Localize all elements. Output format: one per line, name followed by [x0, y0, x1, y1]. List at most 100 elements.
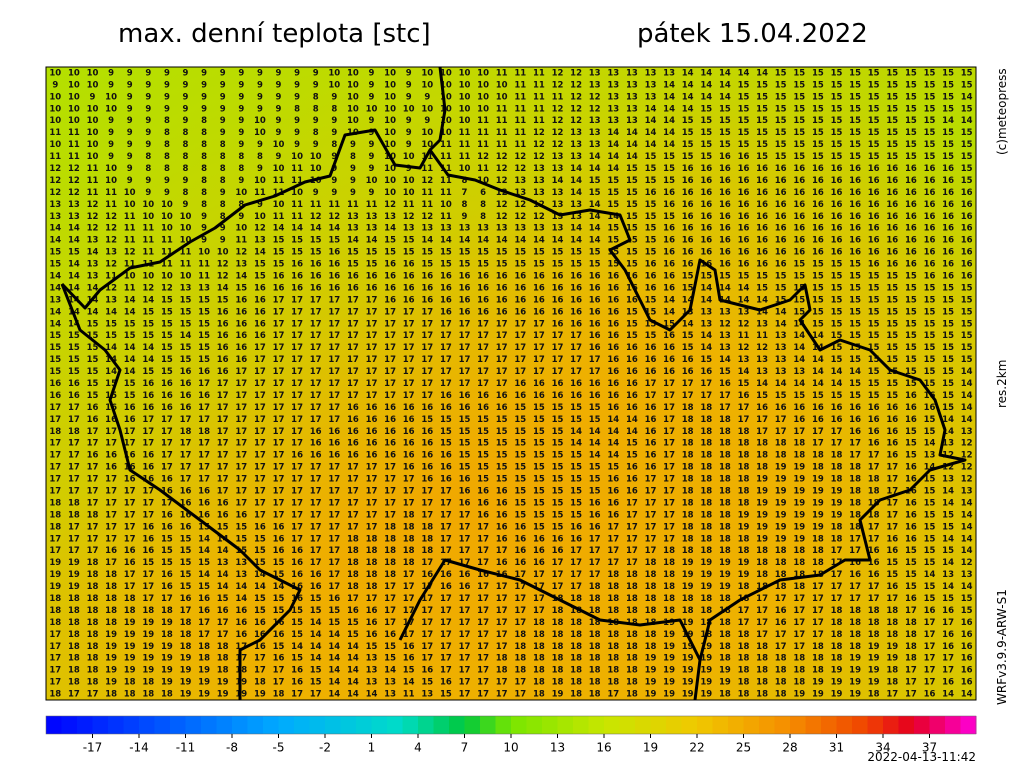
grid-value: 16 — [793, 164, 805, 174]
grid-value: 17 — [254, 666, 266, 676]
grid-value: 17 — [291, 391, 303, 401]
grid-value: 16 — [849, 176, 861, 186]
grid-value: 19 — [682, 678, 694, 688]
grid-value: 17 — [273, 295, 285, 305]
grid-value: 18 — [87, 630, 99, 640]
grid-value: 13 — [570, 212, 582, 222]
grid-value: 16 — [849, 200, 861, 210]
grid-value: 16 — [105, 463, 117, 473]
grid-value: 18 — [756, 558, 768, 568]
grid-value: 16 — [607, 486, 619, 496]
grid-value: 17 — [756, 606, 768, 616]
grid-value: 10 — [68, 92, 80, 102]
grid-value: 15 — [756, 152, 768, 162]
grid-value: 9 — [183, 176, 189, 186]
grid-value: 15 — [942, 367, 954, 377]
grid-value: 17 — [180, 463, 192, 473]
grid-value: 17 — [254, 654, 266, 664]
grid-value: 12 — [68, 188, 80, 198]
grid-value: 16 — [682, 200, 694, 210]
grid-value: 16 — [942, 642, 954, 652]
grid-value: 16 — [868, 558, 880, 568]
grid-value: 12 — [496, 164, 508, 174]
grid-value: 16 — [496, 307, 508, 317]
grid-value: 16 — [328, 272, 340, 282]
grid-value: 17 — [105, 558, 117, 568]
grid-value: 17 — [645, 391, 657, 401]
grid-value: 17 — [180, 451, 192, 461]
grid-value: 15 — [161, 307, 173, 317]
grid-value: 12 — [496, 152, 508, 162]
grid-value: 15 — [886, 570, 898, 580]
grid-value: 17 — [235, 486, 247, 496]
colorbar-segment — [697, 716, 713, 734]
grid-value: 18 — [719, 486, 731, 496]
grid-value: 18 — [552, 606, 564, 616]
grid-value: 16 — [161, 582, 173, 592]
grid-value: 17 — [161, 439, 173, 449]
grid-value: 17 — [310, 331, 322, 341]
grid-value: 18 — [347, 558, 359, 568]
grid-value: 17 — [421, 367, 433, 377]
grid-value: 13 — [589, 68, 601, 78]
grid-value: 16 — [738, 248, 750, 258]
grid-value: 18 — [905, 630, 917, 640]
grid-value: 10 — [459, 80, 471, 90]
grid-value: 17 — [459, 379, 471, 389]
grid-value: 12 — [105, 212, 117, 222]
grid-value: 16 — [626, 463, 638, 473]
grid-value: 16 — [589, 331, 601, 341]
grid-value: 16 — [607, 391, 619, 401]
grid-value: 17 — [384, 379, 396, 389]
grid-value: 16 — [366, 415, 378, 425]
grid-value: 19 — [812, 510, 824, 520]
grid-value: 13 — [626, 68, 638, 78]
grid-value: 15 — [607, 260, 619, 270]
grid-value: 15 — [328, 236, 340, 246]
grid-value: 15 — [961, 307, 973, 317]
grid-value: 15 — [235, 283, 247, 293]
grid-value: 16 — [942, 200, 954, 210]
grid-value: 19 — [812, 522, 824, 532]
grid-value: 16 — [868, 415, 880, 425]
grid-value: 15 — [868, 283, 880, 293]
grid-value: 15 — [831, 80, 843, 90]
grid-value: 17 — [49, 546, 61, 556]
grid-value: 9 — [313, 68, 319, 78]
grid-value: 11 — [124, 260, 136, 270]
grid-value: 16 — [421, 666, 433, 676]
grid-value: 17 — [663, 403, 675, 413]
grid-value: 17 — [589, 558, 601, 568]
grid-value: 17 — [570, 546, 582, 556]
grid-value: 15 — [775, 104, 787, 114]
grid-value: 13 — [384, 678, 396, 688]
grid-value: 15 — [905, 152, 917, 162]
grid-value: 17 — [421, 498, 433, 508]
grid-value: 10 — [384, 140, 396, 150]
colorbar-segment — [201, 716, 217, 734]
grid-value: 15 — [87, 391, 99, 401]
grid-value: 16 — [273, 630, 285, 640]
grid-value: 10 — [459, 116, 471, 126]
grid-value: 10 — [254, 176, 266, 186]
grid-value: 16 — [849, 224, 861, 234]
grid-value: 18 — [831, 522, 843, 532]
grid-value: 16 — [180, 594, 192, 604]
grid-value: 9 — [164, 68, 170, 78]
grid-value: 17 — [514, 690, 526, 700]
grid-value: 13 — [607, 92, 619, 102]
grid-value: 16 — [793, 236, 805, 246]
grid-value: 14 — [961, 582, 973, 592]
grid-value: 16 — [607, 283, 619, 293]
grid-value: 15 — [775, 295, 787, 305]
grid-value: 17 — [459, 367, 471, 377]
grid-value: 13 — [49, 200, 61, 210]
grid-value: 11 — [291, 164, 303, 174]
grid-value: 18 — [682, 415, 694, 425]
grid-value: 18 — [626, 582, 638, 592]
grid-value: 15 — [924, 104, 936, 114]
grid-value: 9 — [257, 68, 263, 78]
grid-value: 11 — [533, 68, 545, 78]
grid-value: 17 — [366, 522, 378, 532]
colorbar-tick-label: 22 — [689, 741, 704, 755]
